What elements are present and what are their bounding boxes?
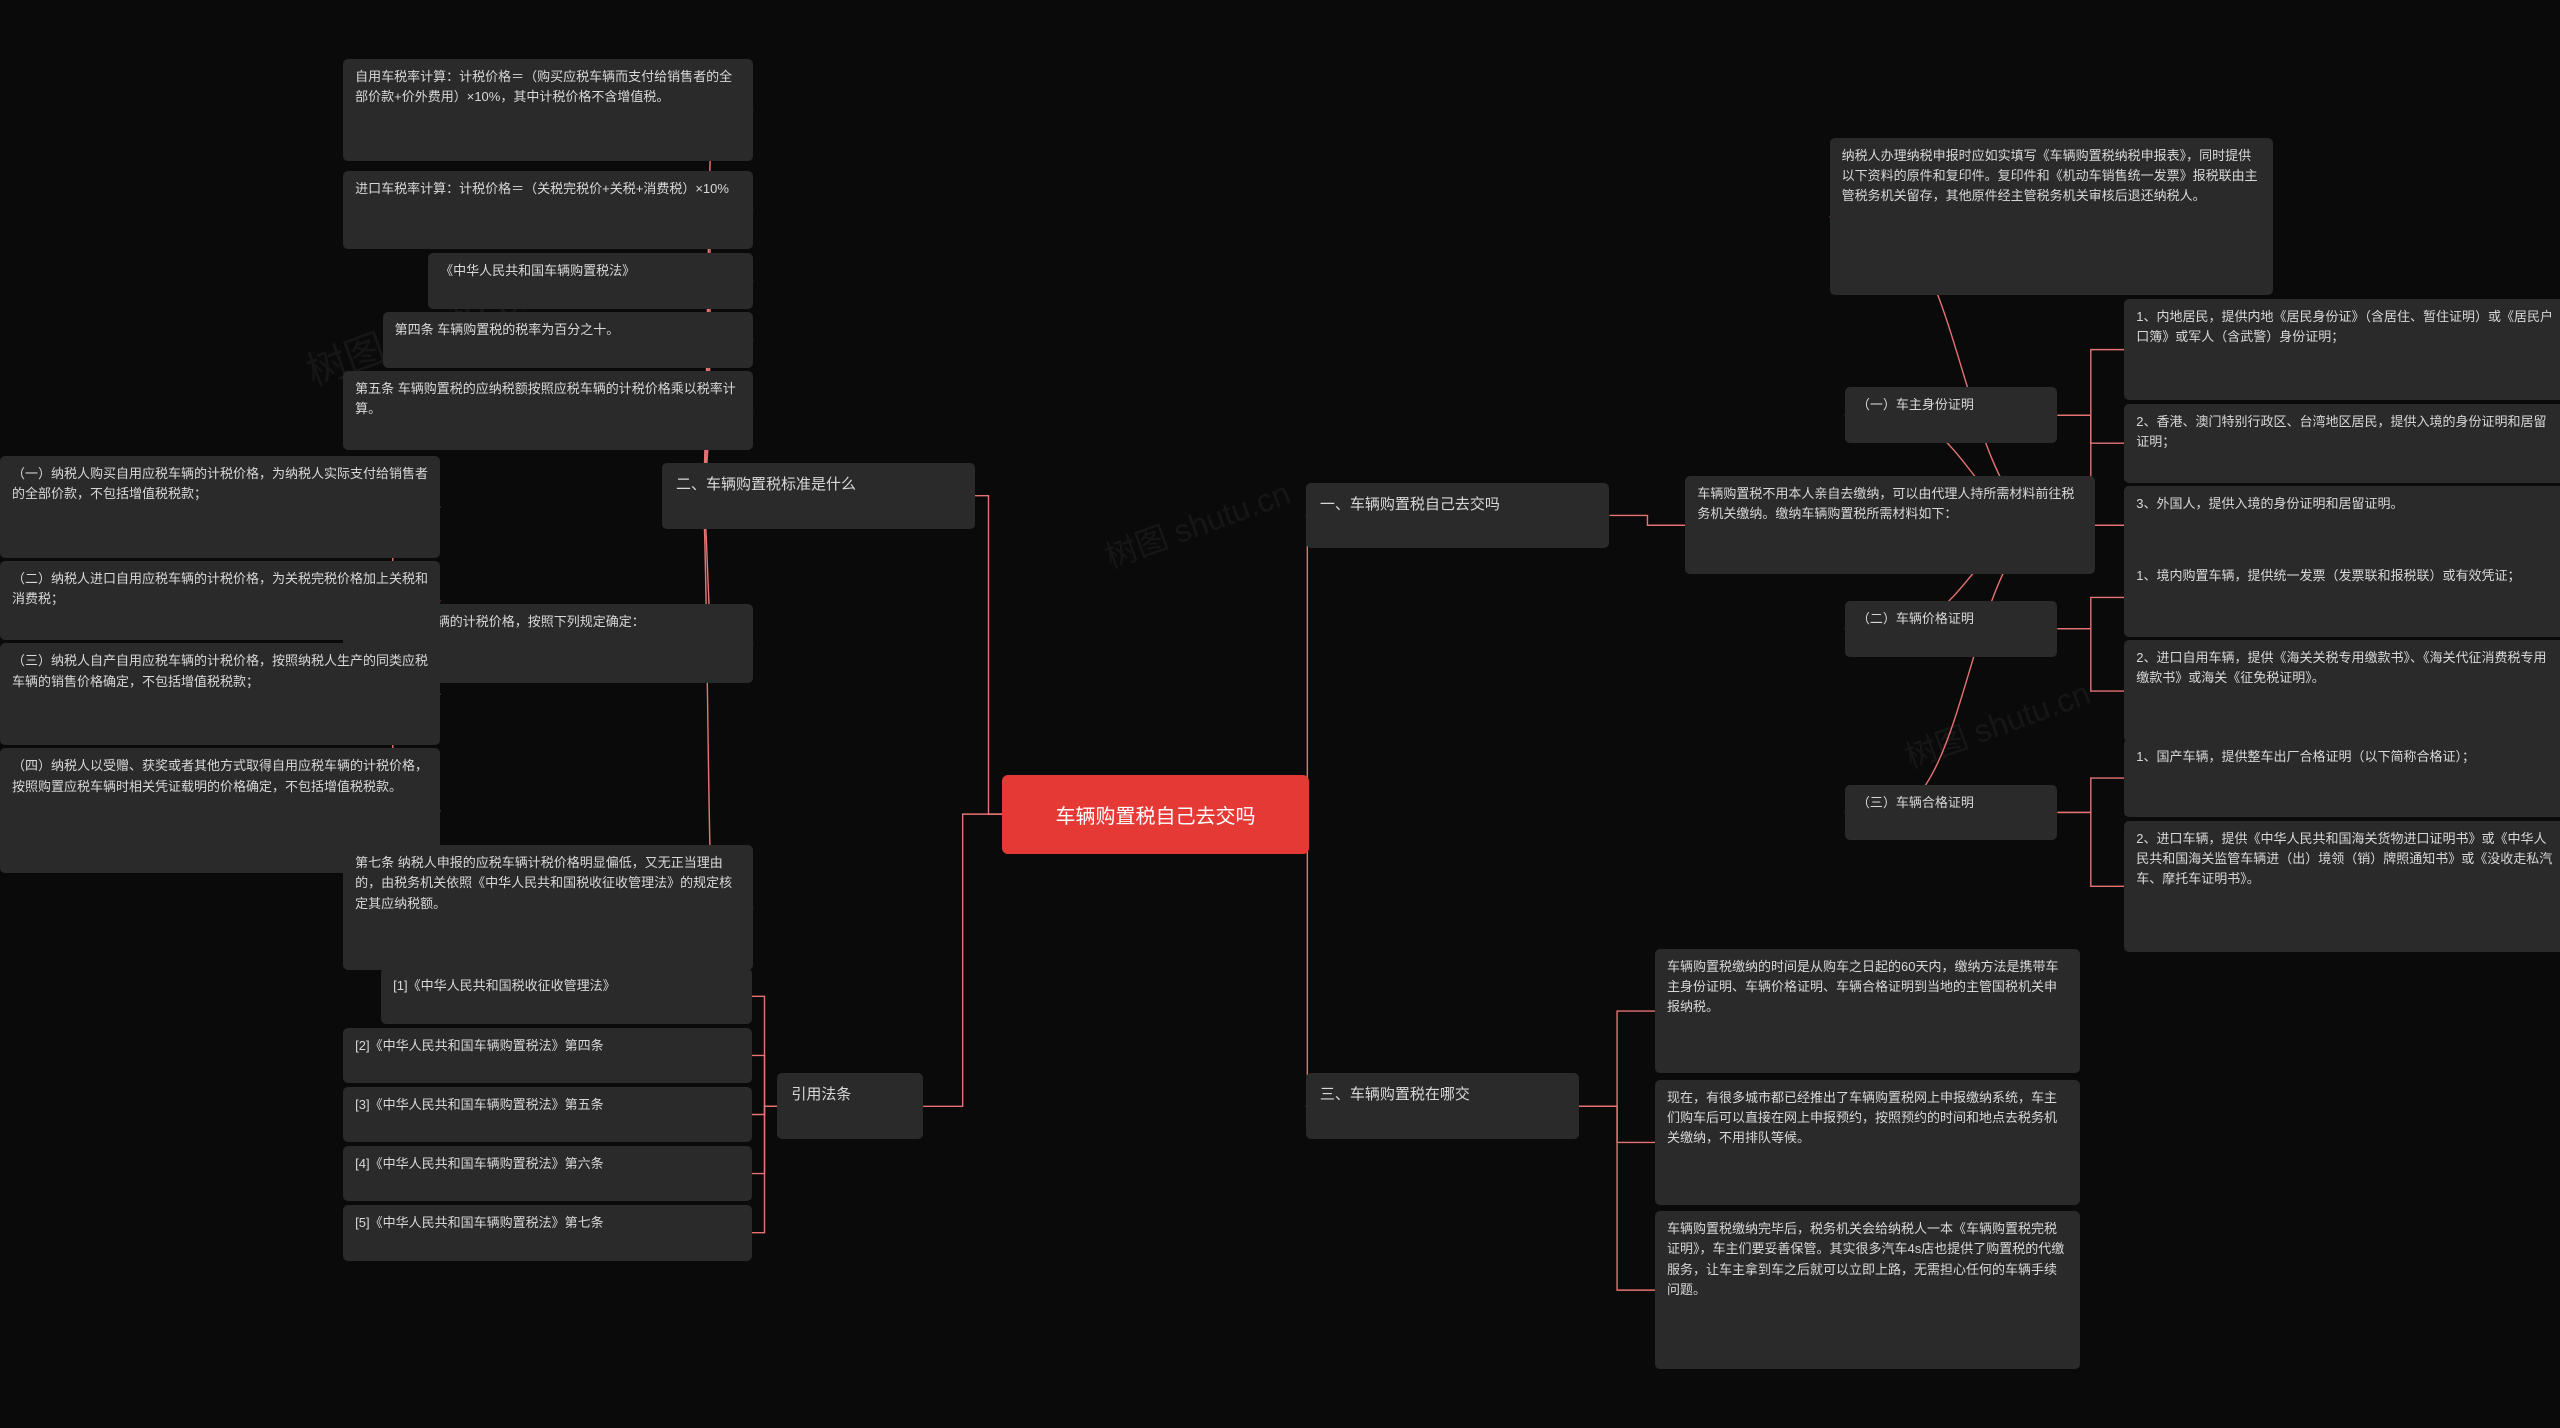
topic-node[interactable]: 二、车辆购置税标准是什么: [662, 463, 975, 529]
leaf-node[interactable]: 1、国产车辆，提供整车出厂合格证明（以下简称合格证）；: [2124, 739, 2560, 818]
leaf-node[interactable]: 3、外国人，提供入境的身份证明和居留证明。: [2124, 486, 2560, 565]
leaf-node[interactable]: 现在，有很多城市都已经推出了车辆购置税网上申报缴纳系统，车主们购车后可以直接在网…: [1655, 1080, 2080, 1205]
leaf-node[interactable]: 1、境内购置车辆，提供统一发票（发票联和报税联）或有效凭证；: [2124, 558, 2560, 637]
leaf-node[interactable]: （三）纳税人自产自用应税车辆的计税价格，按照纳税人生产的同类应税车辆的销售价格确…: [0, 643, 440, 745]
leaf-node[interactable]: 1、内地居民，提供内地《居民身份证》（含居住、暂住证明）或《居民户口簿》或军人（…: [2124, 299, 2560, 401]
leaf-node[interactable]: 第五条 车辆购置税的应纳税额按照应税车辆的计税价格乘以税率计算。: [343, 371, 753, 450]
leaf-node[interactable]: 车辆购置税缴纳完毕后，税务机关会给纳税人一本《车辆购置税完税证明》，车主们要妥善…: [1655, 1211, 2080, 1369]
mindmap-canvas: 树图 shutu.cn 树图 shutu.cn 树图 shutu.cn 车辆购置…: [0, 0, 2560, 1428]
leaf-node[interactable]: 2、进口自用车辆，提供《海关关税专用缴款书》、《海关代征消费税专用缴款书》或海关…: [2124, 640, 2560, 742]
leaf-node[interactable]: 第七条 纳税人申报的应税车辆计税价格明显偏低，又无正当理由的，由税务机关依照《中…: [343, 845, 753, 970]
leaf-node[interactable]: [3]《中华人民共和国车辆购置税法》第五条: [343, 1087, 751, 1143]
leaf-node[interactable]: 车辆购置税不用本人亲自去缴纳，可以由代理人持所需材料前往税务机关缴纳。缴纳车辆购…: [1685, 476, 2095, 574]
leaf-node[interactable]: （二）车辆价格证明: [1845, 601, 2058, 657]
watermark: 树图 shutu.cn: [1898, 668, 2096, 778]
leaf-node[interactable]: [1]《中华人民共和国税收征收管理法》: [381, 968, 751, 1024]
watermark: 树图 shutu.cn: [1098, 468, 1296, 578]
leaf-node[interactable]: 进口车税率计算：计税价格＝（关税完税价+关税+消费税）×10%: [343, 171, 753, 250]
leaf-node[interactable]: 纳税人办理纳税申报时应如实填写《车辆购置税纳税申报表》，同时提供以下资料的原件和…: [1830, 138, 2273, 296]
topic-node[interactable]: 引用法条: [777, 1073, 923, 1139]
topic-node[interactable]: 一、车辆购置税自己去交吗: [1306, 483, 1610, 549]
leaf-node[interactable]: 2、香港、澳门特别行政区、台湾地区居民，提供入境的身份证明和居留证明；: [2124, 404, 2560, 483]
topic-node[interactable]: 三、车辆购置税在哪交: [1306, 1073, 1579, 1139]
leaf-node[interactable]: （一）纳税人购买自用应税车辆的计税价格，为纳税人实际支付给销售者的全部价款，不包…: [0, 456, 440, 558]
leaf-node[interactable]: 自用车税率计算：计税价格＝（购买应税车辆而支付给销售者的全部价款+价外费用）×1…: [343, 59, 753, 161]
leaf-node[interactable]: 2、进口车辆，提供《中华人民共和国海关货物进口证明书》或《中华人民共和国海关监管…: [2124, 821, 2560, 952]
root-node[interactable]: 车辆购置税自己去交吗: [1002, 775, 1309, 854]
leaf-node[interactable]: （一）车主身份证明: [1845, 387, 2058, 443]
leaf-node[interactable]: 第四条 车辆购置税的税率为百分之十。: [383, 312, 753, 368]
leaf-node[interactable]: [4]《中华人民共和国车辆购置税法》第六条: [343, 1146, 751, 1202]
leaf-node[interactable]: [5]《中华人民共和国车辆购置税法》第七条: [343, 1205, 751, 1261]
leaf-node[interactable]: [2]《中华人民共和国车辆购置税法》第四条: [343, 1028, 751, 1084]
leaf-node[interactable]: （三）车辆合格证明: [1845, 785, 2058, 841]
leaf-node[interactable]: 车辆购置税缴纳的时间是从购车之日起的60天内，缴纳方法是携带车主身份证明、车辆价…: [1655, 949, 2080, 1074]
leaf-node[interactable]: 《中华人民共和国车辆购置税法》: [428, 253, 753, 309]
leaf-node[interactable]: （二）纳税人进口自用应税车辆的计税价格，为关税完税价格加上关税和消费税；: [0, 561, 440, 640]
